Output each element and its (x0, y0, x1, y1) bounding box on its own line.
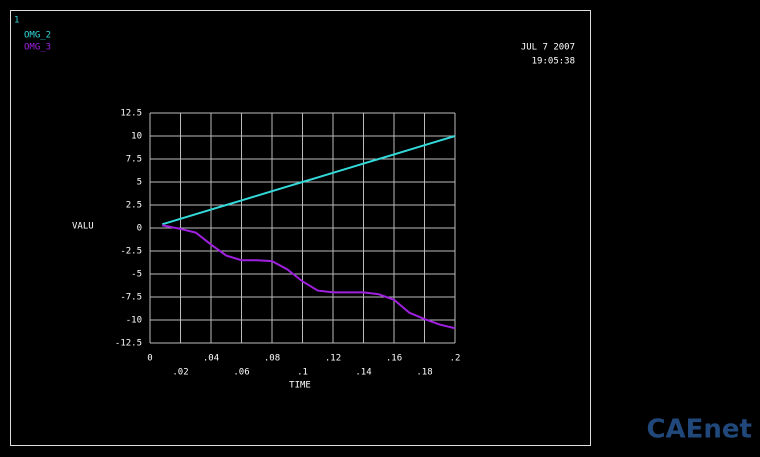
time: 19:05:38 (532, 57, 575, 67)
y-tick-label: -10 (126, 316, 142, 326)
x-tick-label: .02 (172, 368, 188, 378)
y-tick-label: 10 (131, 132, 142, 142)
x-tick-label: .1 (297, 368, 308, 378)
y-tick-label: -2.5 (120, 247, 142, 257)
y-tick-label: -5 (131, 270, 142, 280)
y-tick-label: 12.5 (120, 109, 142, 119)
plot-number: 1 (14, 16, 19, 26)
legend-entry: OMG_2 (24, 31, 51, 41)
x-tick-label: .04 (203, 354, 219, 364)
y-tick-label: -12.5 (115, 339, 142, 349)
y-tick-label: 2.5 (126, 201, 142, 211)
watermark: CAEnet (646, 415, 752, 445)
x-tick-label: .14 (355, 368, 371, 378)
series-line (161, 135, 456, 226)
series-line (162, 224, 456, 330)
x-tick-label: .06 (233, 368, 249, 378)
frame (10, 10, 591, 446)
y-tick-label: -7.5 (120, 293, 142, 303)
y-tick-label: 0 (137, 224, 142, 234)
y-axis-label: VALU (72, 222, 94, 232)
x-tick-label: .2 (450, 354, 461, 364)
x-tick-label: .12 (325, 354, 341, 364)
y-tick-label: 7.5 (126, 155, 142, 165)
x-axis-label: TIME (289, 381, 311, 391)
x-tick-label: 0 (147, 354, 152, 364)
x-tick-label: .16 (386, 354, 402, 364)
x-tick-label: .08 (264, 354, 280, 364)
date: JUL 7 2007 (521, 43, 575, 53)
legend-entry: OMG_3 (24, 43, 51, 53)
y-tick-label: 5 (137, 178, 142, 188)
x-tick-label: .18 (416, 368, 432, 378)
